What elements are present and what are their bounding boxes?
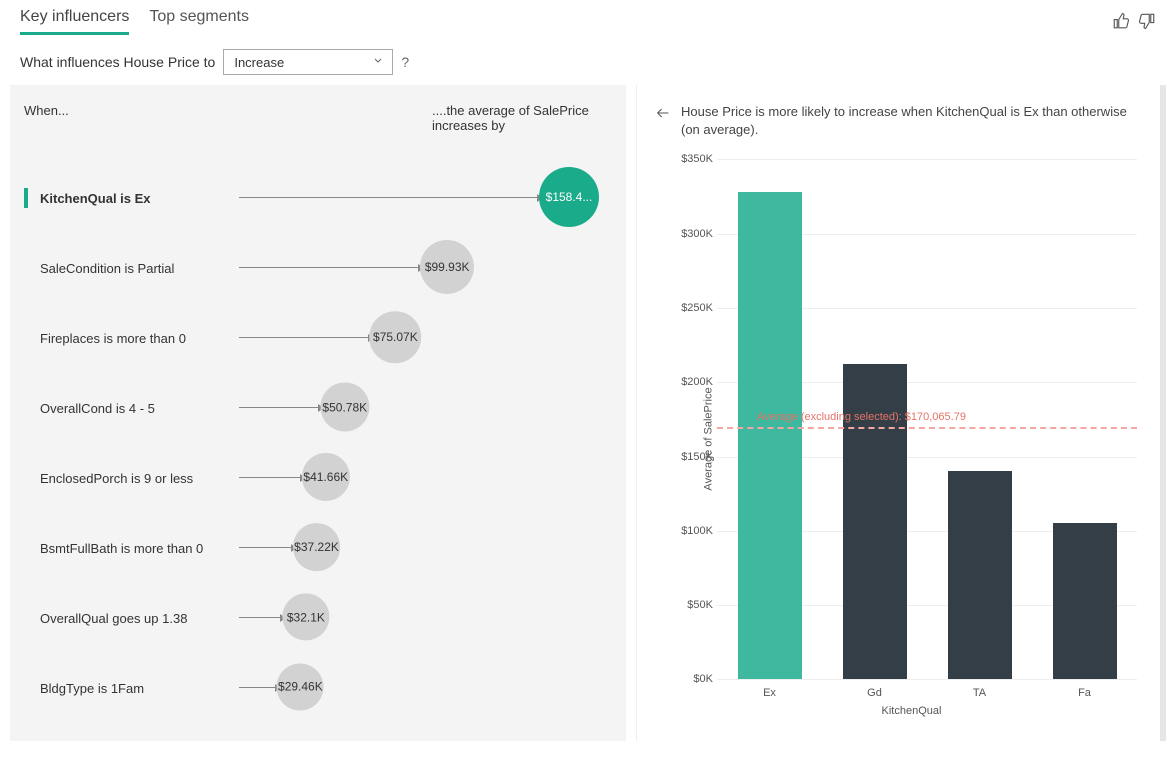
thumbs-down-icon[interactable] <box>1138 12 1156 35</box>
influencer-line: $37.22K <box>239 547 612 549</box>
influencer-line: $41.66K <box>239 477 612 479</box>
direction-dropdown[interactable]: Increase <box>223 49 393 75</box>
tab-top-segments[interactable]: Top segments <box>149 8 249 35</box>
influencer-label: BldgType is 1Fam <box>24 681 239 696</box>
influencer-row[interactable]: KitchenQual is Ex$158.4... <box>24 163 612 233</box>
influencer-label: SaleCondition is Partial <box>24 261 239 276</box>
influencer-bubble[interactable]: $50.78K <box>320 382 369 431</box>
y-tick-label: $300K <box>675 228 713 240</box>
influencer-bubble[interactable]: $37.22K <box>293 523 341 571</box>
influencer-label: Fireplaces is more than 0 <box>24 331 239 346</box>
influencer-label: BsmtFullBath is more than 0 <box>24 541 239 556</box>
scrollbar[interactable] <box>1160 85 1166 741</box>
tabs: Key influencers Top segments <box>20 8 249 35</box>
influencer-bubble[interactable]: $29.46K <box>277 664 324 711</box>
y-tick-label: $250K <box>675 302 713 314</box>
x-tick-label: Ex <box>763 687 776 699</box>
chart-area: Average of SalePrice $0K$50K$100K$150K$2… <box>675 159 1148 719</box>
chart-panel: House Price is more likely to increase w… <box>636 85 1166 741</box>
y-tick-label: $200K <box>675 376 713 388</box>
influencer-label: KitchenQual is Ex <box>24 191 239 206</box>
gridline <box>717 679 1137 680</box>
y-axis-label: Average of SalePrice <box>703 388 715 491</box>
influencer-line: $29.46K <box>239 687 612 689</box>
x-tick-label: Gd <box>867 687 882 699</box>
y-tick-label: $150K <box>675 451 713 463</box>
influencer-line: $32.1K <box>239 617 612 619</box>
influencer-row[interactable]: SaleCondition is Partial$99.93K <box>24 233 612 303</box>
y-tick-label: $50K <box>675 599 713 611</box>
influencer-row[interactable]: Fireplaces is more than 0$75.07K <box>24 303 612 373</box>
column-header-effect: ....the average of SalePrice increases b… <box>432 103 612 133</box>
feedback-icons <box>1112 12 1156 35</box>
chart-bar[interactable] <box>738 192 802 679</box>
thumbs-up-icon[interactable] <box>1112 12 1130 35</box>
influencer-line: $158.4... <box>239 197 612 199</box>
influencer-row[interactable]: OverallQual goes up 1.38$32.1K <box>24 583 612 653</box>
influencer-bubble[interactable]: $75.07K <box>370 311 422 363</box>
influencer-row[interactable]: BsmtFullBath is more than 0$37.22K <box>24 513 612 583</box>
help-icon[interactable]: ? <box>401 54 409 70</box>
chevron-down-icon <box>372 55 384 70</box>
dropdown-value: Increase <box>234 55 284 70</box>
column-header-when: When... <box>24 103 69 133</box>
influencer-bubble[interactable]: $41.66K <box>302 453 350 501</box>
x-tick-label: Fa <box>1078 687 1091 699</box>
influencer-row[interactable]: OverallCond is 4 - 5$50.78K <box>24 373 612 443</box>
influencer-label: EnclosedPorch is 9 or less <box>24 471 239 486</box>
y-tick-label: $0K <box>675 673 713 685</box>
influencer-bubble[interactable]: $99.93K <box>420 240 474 294</box>
average-line-label: Average (excluding selected): $170,065.7… <box>757 411 966 423</box>
influencer-bubble[interactable]: $32.1K <box>282 593 329 640</box>
selection-indicator <box>24 188 28 208</box>
tab-key-influencers[interactable]: Key influencers <box>20 8 129 35</box>
x-tick-label: TA <box>973 687 986 699</box>
influencers-panel: When... ....the average of SalePrice inc… <box>10 85 626 741</box>
influencer-label: OverallCond is 4 - 5 <box>24 401 239 416</box>
influencers-list: KitchenQual is Ex$158.4...SaleCondition … <box>24 163 612 723</box>
influencer-row[interactable]: BldgType is 1Fam$29.46K <box>24 653 612 723</box>
question-row: What influences House Price to Increase … <box>0 35 1176 85</box>
influencer-bubble[interactable]: $158.4... <box>539 167 599 227</box>
y-tick-label: $100K <box>675 525 713 537</box>
influencer-row[interactable]: EnclosedPorch is 9 or less$41.66K <box>24 443 612 513</box>
chart-bar[interactable] <box>948 471 1012 679</box>
influencer-line: $50.78K <box>239 407 612 409</box>
influencer-line: $75.07K <box>239 337 612 339</box>
y-tick-label: $350K <box>675 153 713 165</box>
gridline <box>717 159 1137 160</box>
back-arrow-icon[interactable] <box>655 103 671 139</box>
influencer-label: OverallQual goes up 1.38 <box>24 611 239 626</box>
average-line <box>717 427 1137 429</box>
question-prefix: What influences House Price to <box>20 54 215 70</box>
chart-bar[interactable] <box>1053 523 1117 679</box>
influencer-line: $99.93K <box>239 267 612 269</box>
chart-plot: $0K$50K$100K$150K$200K$250K$300K$350KExG… <box>717 159 1137 679</box>
x-axis-label: KitchenQual <box>882 705 942 717</box>
chart-title: House Price is more likely to increase w… <box>681 103 1148 139</box>
